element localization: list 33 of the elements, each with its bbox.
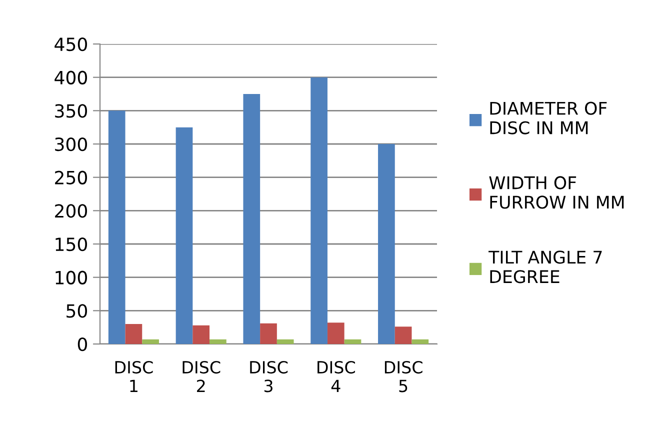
y-tick-label: 250 bbox=[55, 170, 87, 184]
y-tick-label: 300 bbox=[55, 137, 87, 152]
legend-label: WIDTH OF FURROW IN MM bbox=[489, 176, 624, 209]
y-tick-label: 450 bbox=[54, 37, 87, 52]
bar bbox=[378, 144, 395, 344]
legend-label: TILT ANGLE 7 DEGREE bbox=[488, 250, 602, 284]
bar bbox=[327, 322, 344, 344]
bar bbox=[176, 127, 193, 344]
bar bbox=[394, 326, 412, 344]
y-tick-label: 400 bbox=[54, 70, 87, 84]
x-tick-label: DISC 3 bbox=[250, 360, 288, 392]
y-tick-label: 0 bbox=[78, 337, 87, 352]
y-tick-label: 50 bbox=[66, 304, 87, 318]
y-tick-label: 200 bbox=[55, 204, 87, 218]
y-tick-label: 100 bbox=[56, 270, 87, 284]
bar bbox=[192, 325, 210, 344]
legend-label: DIAMETER OF DISC IN MM bbox=[490, 102, 607, 134]
bar bbox=[412, 339, 429, 344]
y-tick-label: 350 bbox=[55, 104, 87, 118]
bar bbox=[142, 339, 159, 344]
bar bbox=[344, 339, 362, 344]
x-tick-label: DISC 4 bbox=[318, 360, 355, 392]
bar bbox=[243, 94, 260, 344]
bar bbox=[125, 324, 142, 344]
bar bbox=[310, 77, 328, 344]
bar bbox=[260, 323, 277, 344]
bar bbox=[276, 339, 294, 344]
bar bbox=[210, 339, 226, 344]
bar bbox=[108, 110, 126, 344]
y-tick-label: 150 bbox=[56, 237, 87, 252]
x-tick-label: DISC 2 bbox=[182, 360, 220, 392]
x-tick-label: DISC 5 bbox=[384, 360, 422, 392]
x-tick-label: DISC 1 bbox=[115, 360, 153, 392]
